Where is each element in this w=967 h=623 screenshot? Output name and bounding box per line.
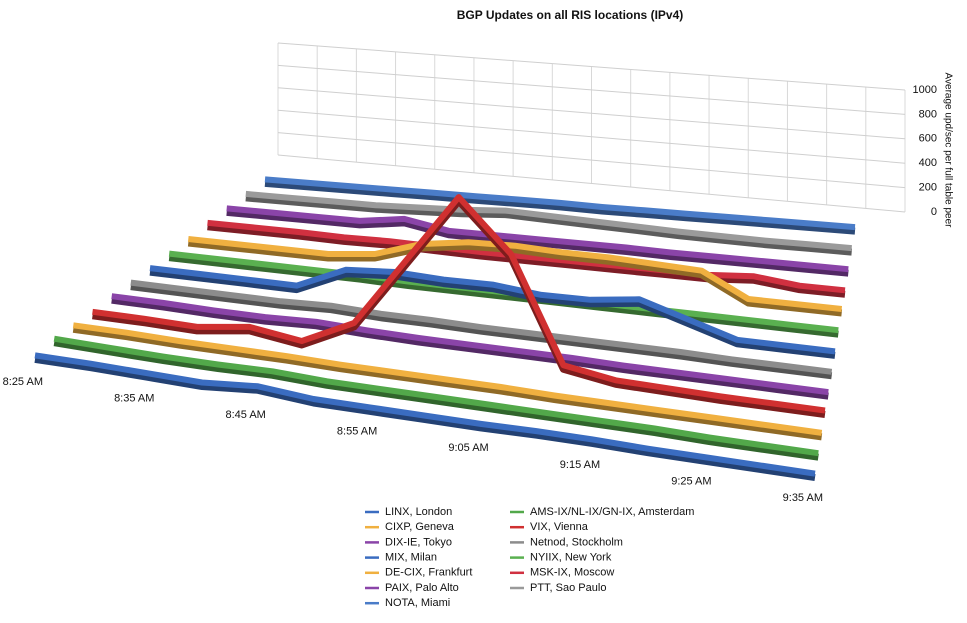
series-line [226, 205, 849, 273]
x-tick-label: 8:55 AM [337, 426, 377, 438]
series-line [92, 194, 826, 414]
series-line [72, 322, 823, 436]
legend-label: MSK-IX, Moscow [530, 567, 614, 579]
ribbon-side [264, 179, 856, 235]
ribbon-side [245, 194, 853, 256]
series-line [130, 279, 833, 375]
ribbons: 8:25 AM 8:35 AM 8:45 AM 8:55 AM 9:05 AM 9:15 … [3, 176, 856, 504]
legend-label: PTT, Sao Paulo [530, 582, 606, 594]
ribbon-side [34, 355, 816, 482]
ribbon-side [53, 339, 819, 461]
x-tick-label: 8:35 AM [114, 392, 154, 404]
legend: LINX, London CIXP, Geneva DIX-IE, Tokyo MIX… [365, 506, 694, 609]
y-tick-label: 600 [919, 133, 937, 145]
ribbon-side [72, 325, 823, 441]
ribbon-side [130, 283, 833, 380]
y-tick-label: 800 [919, 108, 937, 120]
y-tick-label: 0 [931, 206, 937, 218]
grid-line [277, 109, 906, 164]
ribbon-side [168, 254, 839, 338]
ribbon-side [187, 239, 843, 317]
ribbon-side [149, 268, 836, 359]
y-tick-label: 200 [919, 182, 937, 194]
y-tick-label: 400 [919, 157, 937, 169]
series-line [245, 190, 852, 252]
grid-line [277, 64, 906, 115]
grid-line [277, 87, 906, 140]
ribbon-side [226, 208, 849, 277]
legend-label: DIX-IE, Tokyo [385, 536, 452, 548]
legend-label: VIX, Vienna [530, 521, 589, 533]
grid-line [277, 154, 906, 213]
series-line [34, 352, 816, 477]
grid-line [277, 132, 906, 189]
series-line [207, 219, 846, 294]
grid-line [277, 42, 906, 91]
series-line [53, 335, 819, 457]
series-line [187, 236, 843, 312]
series-line [111, 293, 829, 396]
ribbon-side [111, 296, 829, 400]
x-tick-label: 9:25 AM [671, 475, 711, 487]
y-tick-label: 1000 [913, 84, 937, 96]
x-tick-label: 9:15 AM [560, 459, 600, 471]
series-line [149, 265, 836, 355]
legend-label: NOTA, Miami [385, 597, 450, 609]
back-wall: 0 200 400 600 800 1000 [277, 42, 937, 218]
x-tick-label: 9:05 AM [448, 442, 488, 454]
series-line [264, 176, 856, 231]
legend-label: AMS-IX/NL-IX/GN-IX, Amsterdam [530, 506, 694, 518]
legend-label: CIXP, Geneva [385, 521, 455, 533]
legend-label: LINX, London [385, 506, 452, 518]
y-axis-label: Average upd/sec per full table peer [942, 73, 953, 229]
legend-label: NYIIX, New York [530, 552, 612, 564]
x-tick-label: 8:25 AM [3, 376, 43, 388]
ribbon-side [207, 223, 846, 298]
x-tick-label: 9:35 AM [783, 492, 823, 504]
legend-label: MIX, Milan [385, 552, 437, 564]
chart-title: BGP Updates on all RIS locations (IPv4) [457, 8, 684, 22]
legend-label: PAIX, Palo Alto [385, 582, 459, 594]
x-tick-label: 8:45 AM [225, 409, 265, 421]
legend-label: DE-CIX, Frankfurt [385, 567, 472, 579]
legend-label: Netnod, Stockholm [530, 536, 623, 548]
